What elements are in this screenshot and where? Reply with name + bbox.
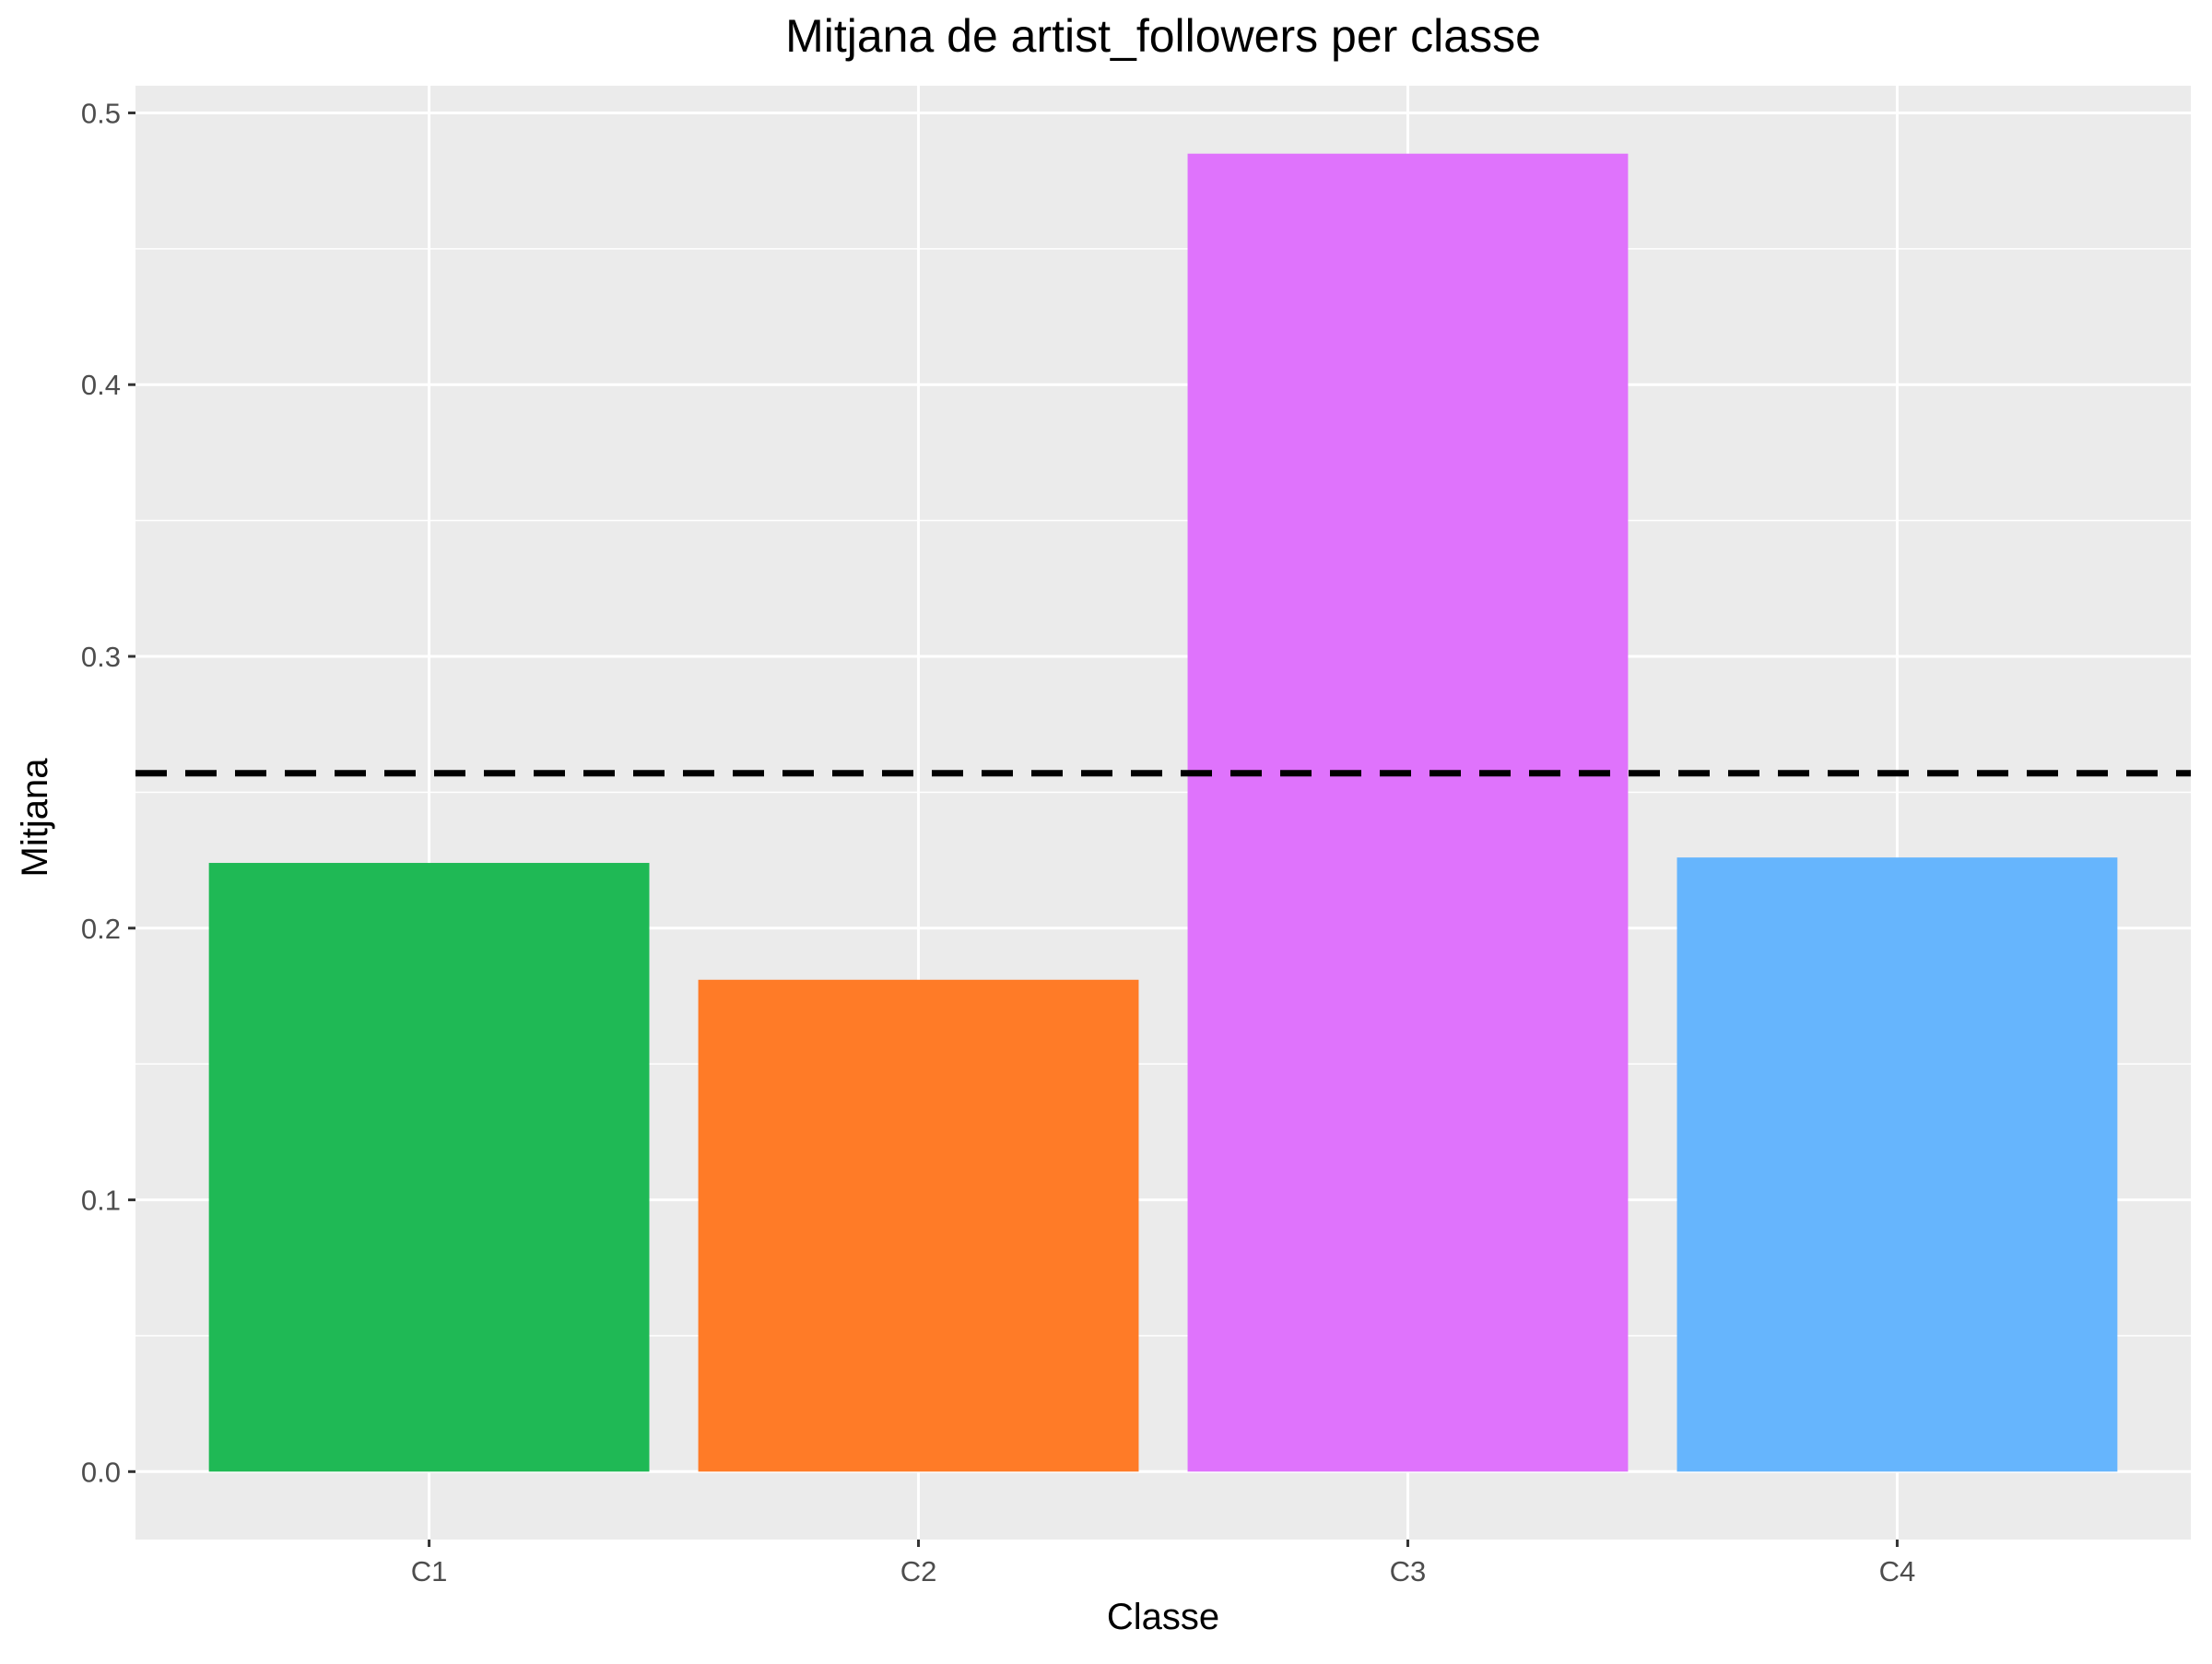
y-tick-label: 0.1 xyxy=(81,1185,121,1217)
bar-c4 xyxy=(1677,857,2118,1472)
x-tick-label-c2: C2 xyxy=(900,1555,937,1587)
bar-c1 xyxy=(208,863,650,1472)
y-axis-title: Mitjana xyxy=(15,758,55,878)
bar-c2 xyxy=(698,979,1139,1472)
bar-c3 xyxy=(1187,153,1629,1472)
y-tick-label: 0.5 xyxy=(81,97,121,129)
x-tick-label-c1: C1 xyxy=(411,1555,448,1587)
x-axis-title: Classe xyxy=(1107,1597,1219,1637)
x-axis: C1 C2 C3 C4 xyxy=(411,1540,1915,1587)
chart-title: Mitjana de artist_followers per classe xyxy=(785,10,1541,62)
y-tick-label: 0.3 xyxy=(81,641,121,673)
y-tick-label: 0.4 xyxy=(81,369,121,401)
y-tick-label: 0.2 xyxy=(81,913,121,945)
x-tick-label-c4: C4 xyxy=(1879,1555,1916,1587)
y-axis: 0.0 0.1 0.2 0.3 0.4 0.5 xyxy=(81,97,135,1488)
y-tick-label: 0.0 xyxy=(81,1456,121,1488)
x-tick-label-c3: C3 xyxy=(1390,1555,1427,1587)
bars-group xyxy=(208,153,2118,1472)
